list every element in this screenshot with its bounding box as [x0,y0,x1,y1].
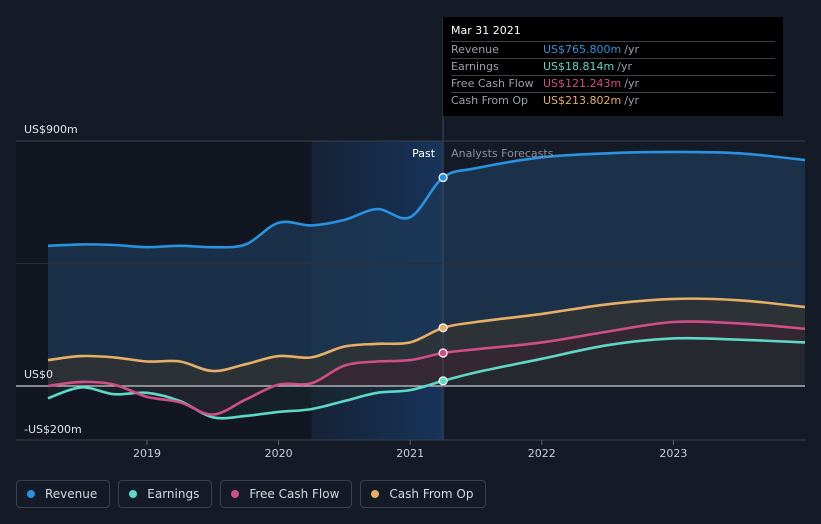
tooltip-row-earnings: Earnings US$18.814m /yr [451,59,775,76]
marker-cash-from-op [438,323,448,333]
legend-item-revenue[interactable]: Revenue [16,480,111,508]
past-label: Past [412,147,436,160]
series-line-revenue [47,150,806,249]
x-tick-label: 2021 [396,447,424,460]
legend-item-earnings[interactable]: Earnings [118,480,213,508]
legend: Revenue Earnings Free Cash Flow Cash Fro… [16,480,487,508]
forecast-label: Analysts Forecasts [451,147,554,160]
tooltip-date: Mar 31 2021 [451,23,775,42]
tooltip-value: US$765.800m [543,43,622,56]
legend-dot-icon [231,490,240,498]
tooltip-row-revenue: Revenue US$765.800m /yr [451,42,775,59]
tooltip: Mar 31 2021 Revenue US$765.800m /yr Earn… [443,17,783,116]
y-tick-label: -US$200m [24,423,82,436]
legend-dot-icon [27,490,35,498]
tooltip-value: US$18.814m [543,60,615,73]
tooltip-label: Cash From Op [451,94,529,107]
tooltip-value: US$121.243m [543,77,622,90]
tooltip-label: Earnings [451,60,499,73]
series-area-earnings [48,338,805,419]
legend-label: Earnings [147,487,200,501]
tooltip-label: Revenue [451,43,499,56]
marker-free-cash-flow [438,348,448,358]
legend-item-free-cash-flow[interactable]: Free Cash Flow [220,480,353,508]
series-line-earnings [47,336,806,420]
tooltip-label: Free Cash Flow [451,77,534,90]
y-tick-label: US$900m [24,123,78,136]
legend-label: Revenue [45,487,98,501]
legend-item-cash-from-op[interactable]: Cash From Op [360,480,487,508]
marker-earnings [438,376,448,386]
series-line-free-cash-flow [47,320,806,416]
legend-label: Cash From Op [389,487,474,501]
x-tick-label: 2022 [528,447,556,460]
x-tick-label: 2020 [265,447,293,460]
marker-revenue [438,172,448,183]
x-tick-label: 2019 [133,447,161,460]
legend-label: Free Cash Flow [249,487,340,501]
legend-dot-icon [129,490,138,498]
series-line-cash-from-op [47,297,806,373]
tooltip-unit: /yr [624,94,639,107]
tooltip-unit: /yr [624,77,639,90]
tooltip-value: US$213.802m [543,94,622,107]
tooltip-unit: /yr [617,60,632,73]
legend-dot-icon [371,490,380,498]
tooltip-unit: /yr [624,43,639,56]
tooltip-row-free-cash-flow: Free Cash Flow US$121.243m /yr [451,76,775,93]
y-tick-label: US$0 [24,368,53,381]
tooltip-row-cash-from-op: Cash From Op US$213.802m /yr [451,93,775,109]
x-tick-label: 2023 [659,447,687,460]
